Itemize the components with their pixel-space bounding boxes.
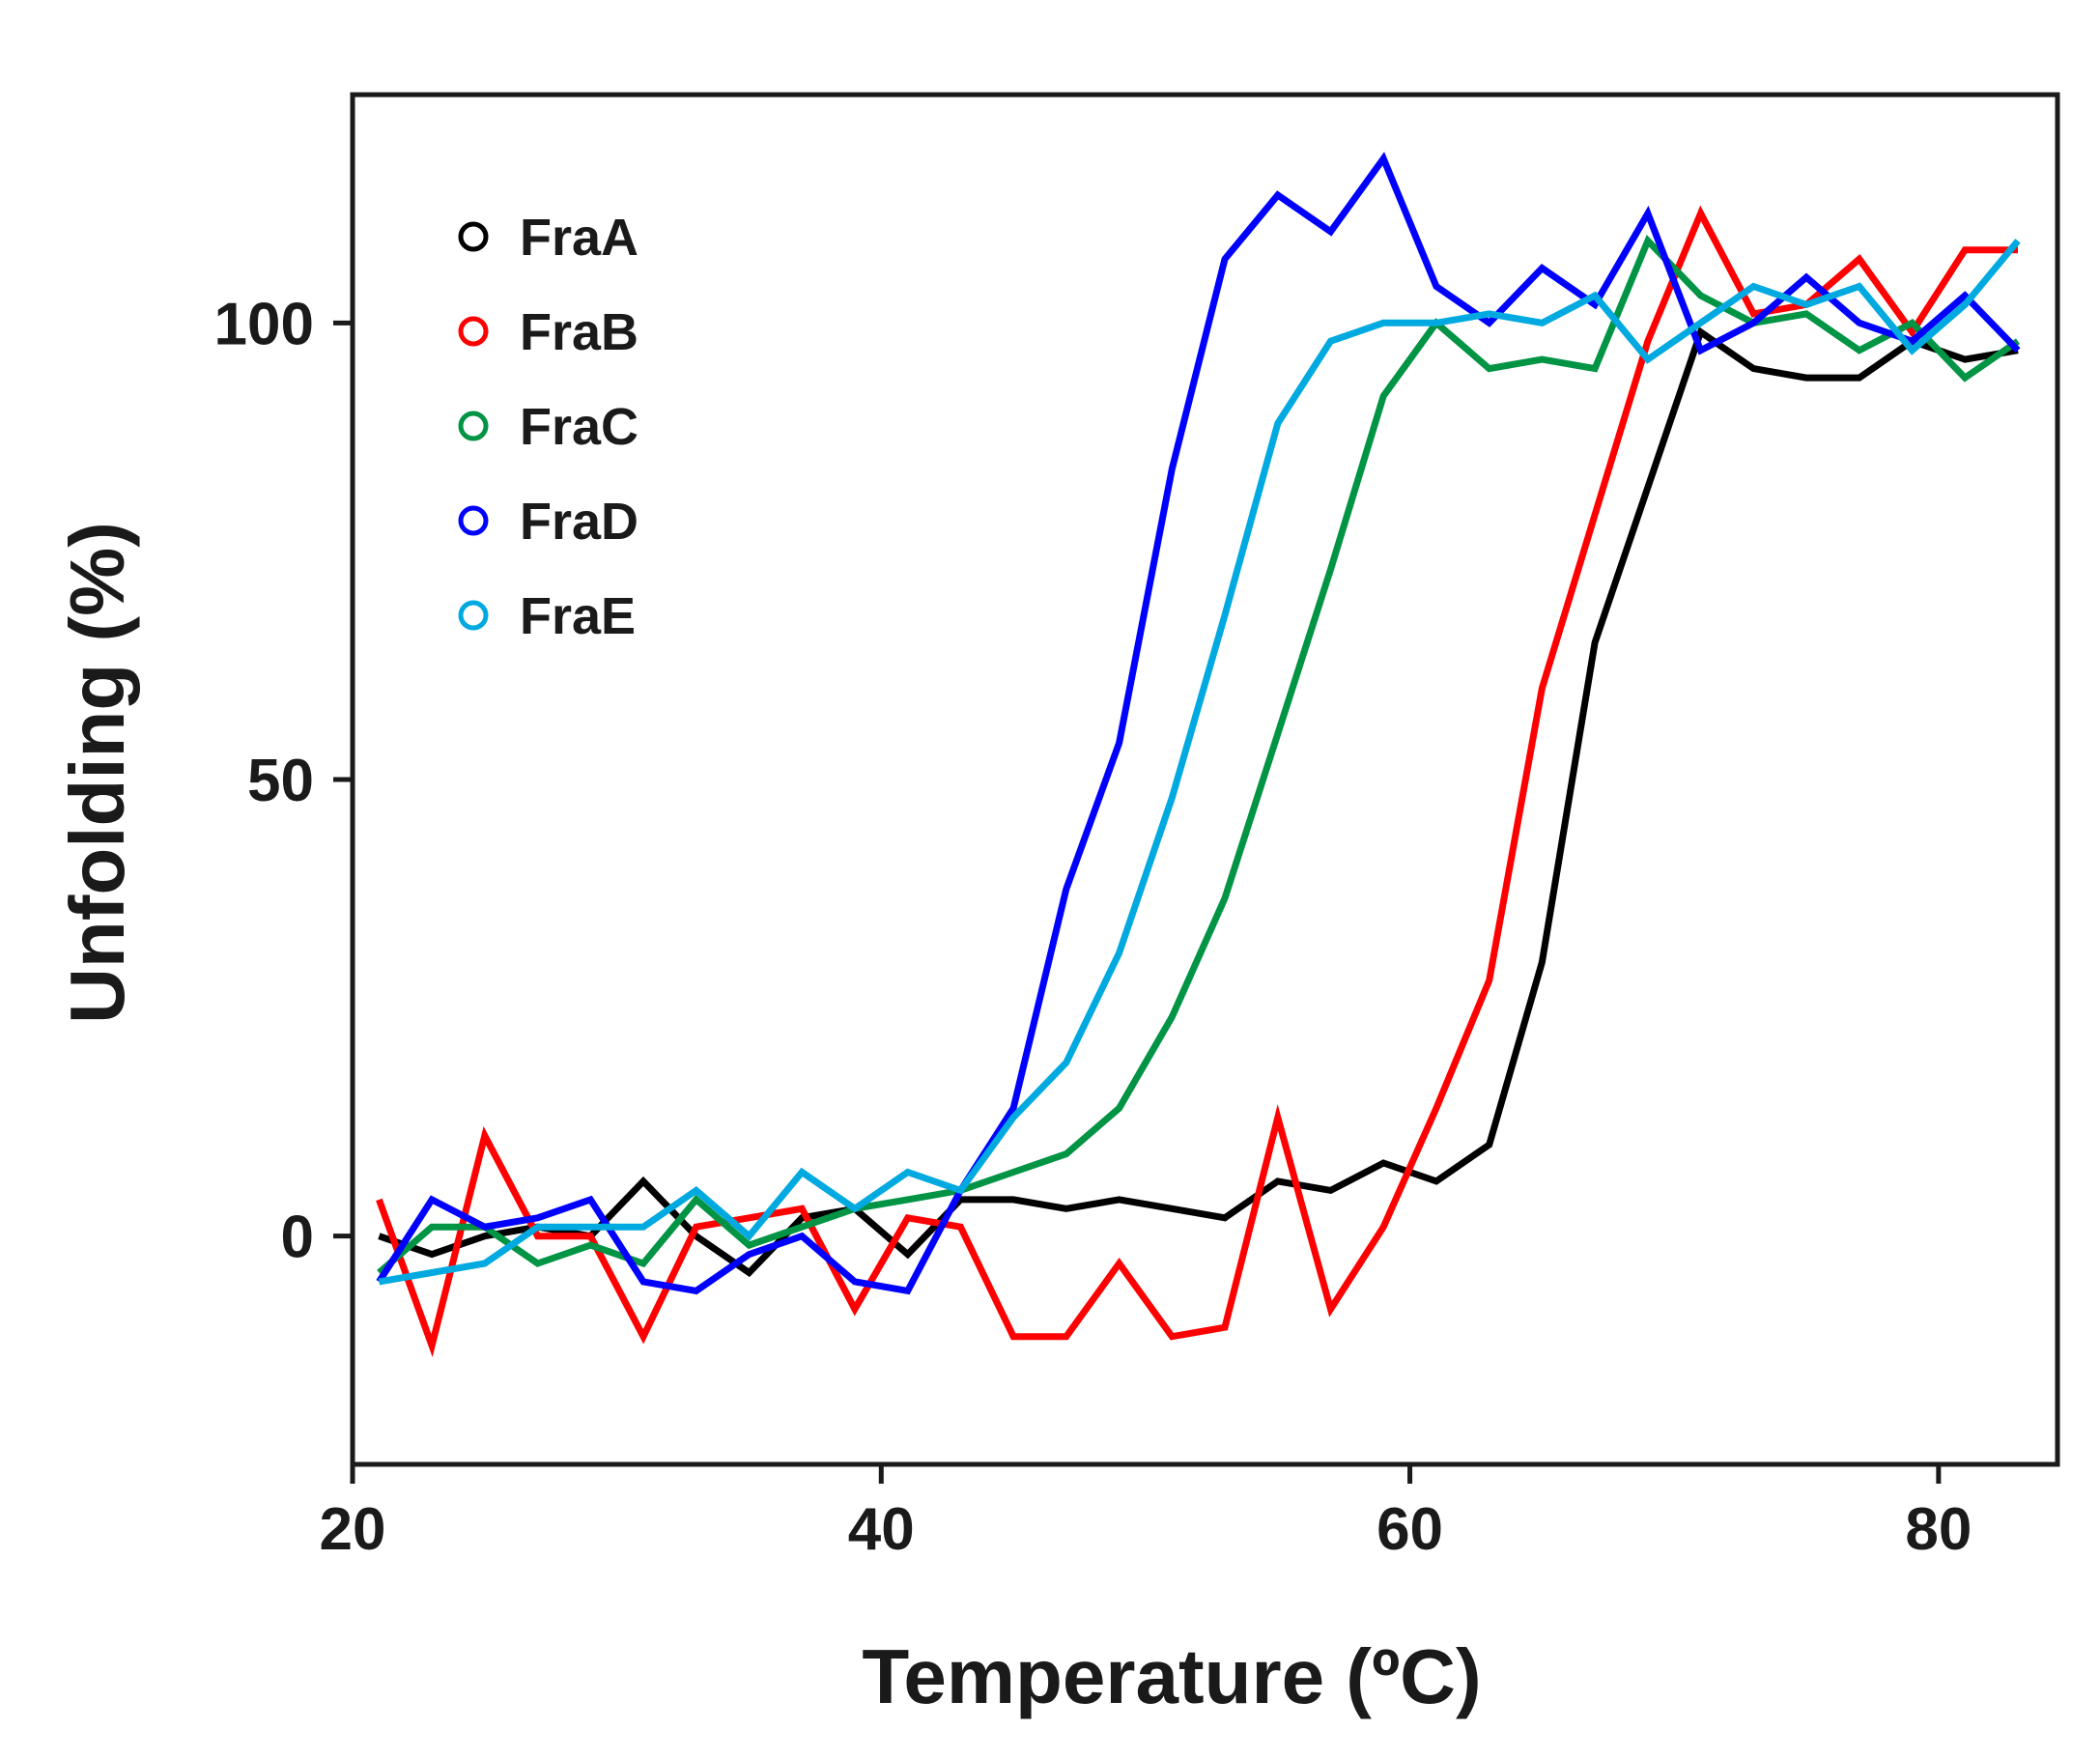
series-line-frab bbox=[376, 205, 2018, 1358]
y-tick-label: 50 bbox=[247, 748, 314, 814]
x-tick-label: 20 bbox=[320, 1496, 386, 1563]
x-axis-title: Temperature (ºC) bbox=[862, 1633, 1481, 1719]
legend-marker-frab bbox=[458, 316, 489, 347]
x-tick-label: 40 bbox=[848, 1496, 915, 1563]
legend-label-frab: FraB bbox=[520, 303, 639, 361]
y-axis-title: Unfolding (%) bbox=[54, 522, 140, 1024]
series-line-fraa bbox=[378, 326, 2019, 1278]
x-tick-label: 80 bbox=[1905, 1496, 1972, 1563]
legend-label-frae: FraE bbox=[520, 587, 636, 645]
legend-label-frac: FraC bbox=[520, 398, 639, 456]
axes-group: 20 40 60 80 0 50 100 bbox=[214, 291, 1972, 1563]
series-line-frac bbox=[377, 235, 2020, 1276]
series-line-frae bbox=[378, 239, 2021, 1286]
legend-label-fraa: FraA bbox=[520, 209, 639, 267]
y-tick-label: 100 bbox=[214, 291, 314, 357]
legend-marker-frad bbox=[458, 505, 489, 536]
plot-series-group bbox=[376, 152, 2021, 1358]
y-tick-label: 0 bbox=[281, 1205, 314, 1271]
legend: FraA FraB FraC FraD FraE bbox=[458, 209, 639, 645]
legend-marker-frac bbox=[458, 411, 489, 441]
x-tick-label: 60 bbox=[1376, 1496, 1443, 1563]
legend-marker-frae bbox=[458, 600, 489, 631]
series-line-frad bbox=[376, 152, 2021, 1295]
legend-label-frad: FraD bbox=[520, 493, 639, 551]
legend-marker-fraa bbox=[458, 221, 489, 252]
